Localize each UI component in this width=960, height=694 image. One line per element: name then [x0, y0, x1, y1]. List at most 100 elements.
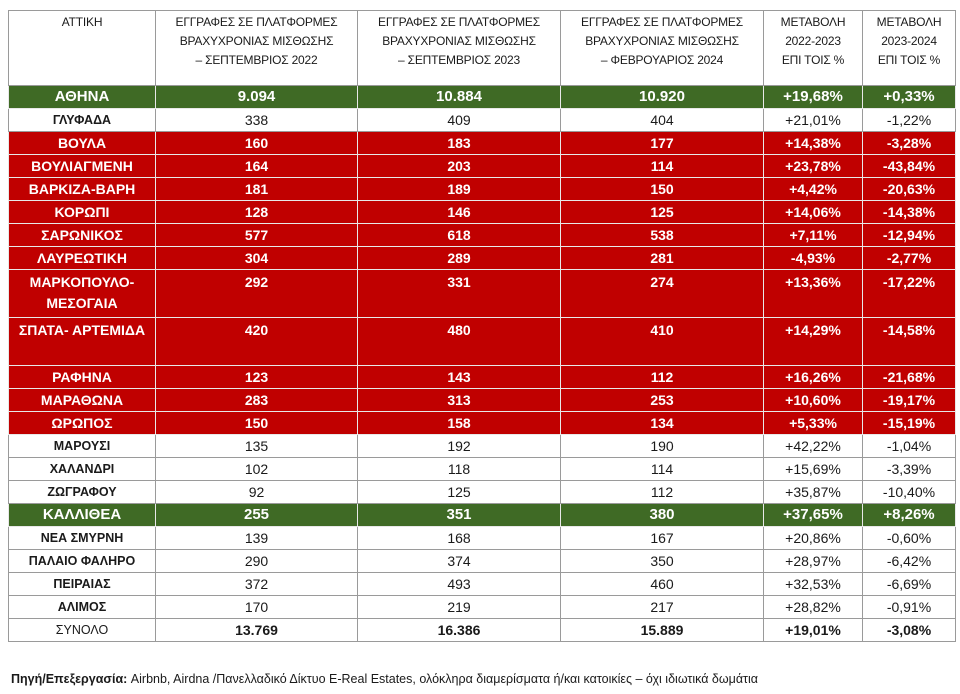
change-2022-2023: +35,87% — [763, 480, 863, 504]
listings-feb-2024: 177 — [560, 131, 764, 155]
listings-sep-2023: 125 — [357, 480, 561, 504]
listings-sep-2023: 493 — [357, 572, 561, 596]
change-2022-2023: +14,29% — [763, 317, 863, 366]
listings-sep-2023: 331 — [357, 269, 561, 318]
change-2022-2023: +13,36% — [763, 269, 863, 318]
listings-feb-2024: 112 — [560, 365, 764, 389]
table-row: ΠΕΙΡΑΙΑΣ 372 493 460 +32,53% -6,69% — [8, 572, 956, 596]
table-row: ΡΑΦΗΝΑ 123 143 112 +16,26% -21,68% — [8, 365, 956, 389]
area-name: ΛΑΥΡΕΩΤΙΚΗ — [8, 246, 156, 270]
change-2023-2024: -14,58% — [862, 317, 956, 366]
listings-feb-2024: 134 — [560, 411, 764, 435]
header-line: ΕΠΙ ΤΟΙΣ % — [781, 53, 845, 67]
listings-sep-2023: 143 — [357, 365, 561, 389]
change-2023-2024: -43,84% — [862, 154, 956, 178]
area-name: ΜΑΡΟΥΣΙ — [8, 434, 156, 458]
area-name: ΒΟΥΛΑ — [8, 131, 156, 155]
change-2022-2023: +23,78% — [763, 154, 863, 178]
listings-feb-2024: 274 — [560, 269, 764, 318]
table-row: ΜΑΡΟΥΣΙ 135 192 190 +42,22% -1,04% — [8, 434, 956, 458]
area-name: ΣΑΡΩΝΙΚΟΣ — [8, 223, 156, 247]
header-region: ΑΤΤΙΚΗ — [8, 10, 156, 86]
header-line: – ΦΕΒΡΟΥΑΡΙΟΣ 2024 — [600, 53, 724, 67]
change-2022-2023: +14,38% — [763, 131, 863, 155]
listings-table: ΑΤΤΙΚΗ ΕΓΓΡΑΦΕΣ ΣΕ ΠΛΑΤΦΟΡΜΕΣ ΒΡΑΧΥΧΡΟΝΙΑ… — [8, 10, 956, 642]
table-row: ΣΥΝΟΛΟ 13.769 16.386 15.889 +19,01% -3,08% — [8, 618, 956, 642]
table-row: ΧΑΛΑΝΔΡΙ 102 118 114 +15,69% -3,39% — [8, 457, 956, 481]
listings-feb-2024: 112 — [560, 480, 764, 504]
header-line: ΜΕΤΑΒΟΛΗ — [780, 15, 846, 29]
table-row: ΑΘΗΝΑ 9.094 10.884 10.920 +19,68% +0,33% — [8, 85, 956, 109]
listings-sep-2022: 160 — [155, 131, 358, 155]
change-2023-2024: -17,22% — [862, 269, 956, 318]
listings-feb-2024: 114 — [560, 154, 764, 178]
change-2022-2023: +21,01% — [763, 108, 863, 132]
table-row: ΠΑΛΑΙΟ ΦΑΛΗΡΟ 290 374 350 +28,97% -6,42% — [8, 549, 956, 573]
change-2023-2024: -0,91% — [862, 595, 956, 619]
change-2022-2023: +5,33% — [763, 411, 863, 435]
listings-sep-2023: 618 — [357, 223, 561, 247]
area-name: ΓΛΥΦΑΔΑ — [8, 108, 156, 132]
area-name: ΧΑΛΑΝΔΡΙ — [8, 457, 156, 481]
listings-feb-2024: 253 — [560, 388, 764, 412]
area-name: ΩΡΩΠΟΣ — [8, 411, 156, 435]
listings-sep-2022: 304 — [155, 246, 358, 270]
table-row: ΩΡΩΠΟΣ 150 158 134 +5,33% -15,19% — [8, 411, 956, 435]
table-row: ΖΩΓΡΑΦΟΥ 92 125 112 +35,87% -10,40% — [8, 480, 956, 504]
header-change-2022-2023: ΜΕΤΑΒΟΛΗ 2022-2023 ΕΠΙ ΤΟΙΣ % — [763, 10, 863, 86]
listings-feb-2024: 150 — [560, 177, 764, 201]
table-row: ΓΛΥΦΑΔΑ 338 409 404 +21,01% -1,22% — [8, 108, 956, 132]
listings-sep-2022: 255 — [155, 503, 358, 527]
listings-feb-2024: 10.920 — [560, 85, 764, 109]
change-2023-2024: -3,39% — [862, 457, 956, 481]
listings-sep-2022: 170 — [155, 595, 358, 619]
header-line: ΕΓΓΡΑΦΕΣ ΣΕ ΠΛΑΤΦΟΡΜΕΣ — [175, 15, 338, 29]
area-name: ΠΕΙΡΑΙΑΣ — [8, 572, 156, 596]
listings-sep-2023: 289 — [357, 246, 561, 270]
source-label: Πηγή/Επεξεργασία: — [11, 672, 128, 686]
header-line: ΕΓΓΡΑΦΕΣ ΣΕ ΠΛΑΤΦΟΡΜΕΣ — [581, 15, 743, 29]
area-name: ΑΘΗΝΑ — [8, 85, 156, 109]
header-line: ΒΡΑΧΥΧΡΟΝΙΑΣ ΜΙΣΘΩΣΗΣ — [179, 34, 334, 48]
listings-sep-2023: 146 — [357, 200, 561, 224]
listings-sep-2022: 102 — [155, 457, 358, 481]
change-2022-2023: +42,22% — [763, 434, 863, 458]
source-note: Πηγή/Επεξεργασία: Airbnb, Airdna /Πανελλ… — [11, 671, 758, 687]
listings-feb-2024: 114 — [560, 457, 764, 481]
area-name: ΚΟΡΩΠΙ — [8, 200, 156, 224]
change-2023-2024: -1,04% — [862, 434, 956, 458]
listings-sep-2022: 292 — [155, 269, 358, 318]
listings-sep-2022: 92 — [155, 480, 358, 504]
change-2022-2023: +19,01% — [763, 618, 863, 642]
table-row: ΛΑΥΡΕΩΤΙΚΗ 304 289 281 -4,93% -2,77% — [8, 246, 956, 270]
change-2023-2024: -3,28% — [862, 131, 956, 155]
table-row: ΝΕΑ ΣΜΥΡΝΗ 139 168 167 +20,86% -0,60% — [8, 526, 956, 550]
change-2023-2024: -19,17% — [862, 388, 956, 412]
header-line: ΒΡΑΧΥΧΡΟΝΙΑΣ ΜΙΣΘΩΣΗΣ — [382, 34, 536, 48]
listings-sep-2022: 181 — [155, 177, 358, 201]
listings-feb-2024: 404 — [560, 108, 764, 132]
listings-sep-2023: 158 — [357, 411, 561, 435]
area-name: ΠΑΛΑΙΟ ΦΑΛΗΡΟ — [8, 549, 156, 573]
listings-sep-2023: 313 — [357, 388, 561, 412]
listings-feb-2024: 15.889 — [560, 618, 764, 642]
listings-feb-2024: 125 — [560, 200, 764, 224]
listings-sep-2022: 135 — [155, 434, 358, 458]
table-row: ΣΠΑΤΑ- ΑΡΤΕΜΙΔΑ 420 480 410 +14,29% -14,58% — [8, 317, 956, 366]
header-row: ΑΤΤΙΚΗ ΕΓΓΡΑΦΕΣ ΣΕ ΠΛΑΤΦΟΡΜΕΣ ΒΡΑΧΥΧΡΟΝΙΑ… — [8, 10, 956, 86]
area-name: ΑΛΙΜΟΣ — [8, 595, 156, 619]
change-2022-2023: +4,42% — [763, 177, 863, 201]
change-2023-2024: -10,40% — [862, 480, 956, 504]
header-line: – ΣΕΠΤΕΜΒΡΙΟΣ 2023 — [398, 53, 520, 67]
area-name: ΚΑΛΛΙΘΕΑ — [8, 503, 156, 527]
table-row: ΑΛΙΜΟΣ 170 219 217 +28,82% -0,91% — [8, 595, 956, 619]
area-name: ΝΕΑ ΣΜΥΡΝΗ — [8, 526, 156, 550]
listings-feb-2024: 380 — [560, 503, 764, 527]
area-name: ΜΑΡΚΟΠΟΥΛΟ- ΜΕΣΟΓΑΙΑ — [8, 269, 156, 318]
listings-sep-2022: 13.769 — [155, 618, 358, 642]
header-change-2023-2024: ΜΕΤΑΒΟΛΗ 2023-2024 ΕΠΙ ΤΟΙΣ % — [862, 10, 956, 86]
table-row: ΣΑΡΩΝΙΚΟΣ 577 618 538 +7,11% -12,94% — [8, 223, 956, 247]
listings-sep-2023: 219 — [357, 595, 561, 619]
listings-feb-2024: 538 — [560, 223, 764, 247]
listings-sep-2023: 409 — [357, 108, 561, 132]
